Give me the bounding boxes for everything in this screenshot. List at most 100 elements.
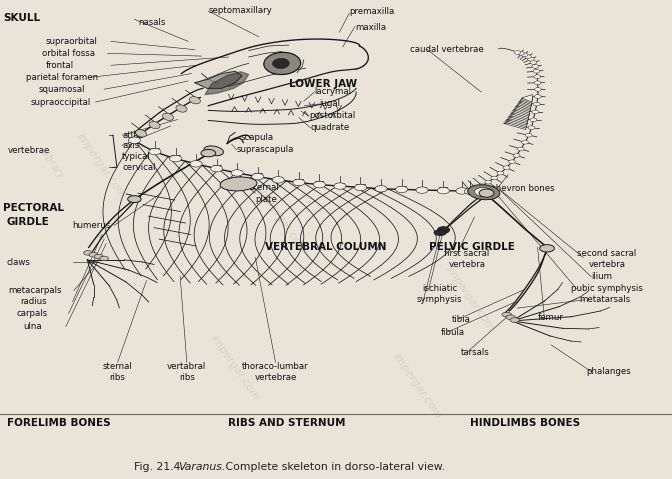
Polygon shape [512, 109, 530, 116]
Ellipse shape [540, 245, 554, 252]
Polygon shape [520, 97, 532, 105]
Text: sternal: sternal [250, 183, 280, 192]
Polygon shape [514, 106, 531, 113]
Ellipse shape [210, 165, 222, 172]
Text: thoraco-lumbar: thoraco-lumbar [242, 363, 309, 371]
Text: jugal: jugal [319, 100, 340, 108]
Text: GIRDLE: GIRDLE [7, 217, 50, 227]
Text: parietal foramen: parietal foramen [26, 73, 97, 82]
Text: lacrymal: lacrymal [314, 88, 351, 96]
Text: phalanges: phalanges [586, 367, 631, 376]
Polygon shape [511, 110, 530, 118]
Ellipse shape [128, 195, 141, 203]
Polygon shape [205, 72, 249, 95]
Polygon shape [521, 95, 532, 102]
Ellipse shape [502, 312, 511, 317]
Text: ulna: ulna [24, 322, 42, 331]
Text: supraoccipital: supraoccipital [30, 98, 91, 107]
Ellipse shape [437, 187, 450, 194]
Text: ilium: ilium [591, 273, 612, 281]
Text: second sacral: second sacral [577, 250, 636, 258]
Ellipse shape [128, 137, 140, 144]
Ellipse shape [532, 110, 538, 114]
Ellipse shape [526, 133, 532, 137]
Ellipse shape [497, 171, 504, 175]
Ellipse shape [525, 55, 532, 58]
Text: vertebra: vertebra [589, 261, 626, 269]
Text: nasals: nasals [138, 19, 165, 27]
Ellipse shape [534, 75, 540, 79]
Text: fibula: fibula [441, 328, 465, 337]
Text: quadrate: quadrate [310, 123, 349, 132]
Ellipse shape [273, 58, 289, 68]
Text: frontal: frontal [46, 61, 74, 70]
Ellipse shape [163, 113, 173, 120]
Text: axis: axis [122, 141, 140, 150]
Polygon shape [503, 122, 528, 129]
Text: HINDLIMBS BONES: HINDLIMBS BONES [470, 418, 581, 428]
Text: postorbital: postorbital [309, 112, 355, 120]
Ellipse shape [293, 179, 305, 186]
Text: humerus: humerus [73, 221, 111, 230]
Ellipse shape [503, 166, 510, 170]
Text: impergar.com: impergar.com [75, 131, 127, 200]
Text: pubic symphysis: pubic symphysis [571, 284, 643, 293]
Polygon shape [508, 115, 529, 122]
Text: first sacral: first sacral [444, 250, 489, 258]
Polygon shape [507, 116, 529, 124]
Ellipse shape [190, 97, 200, 104]
Ellipse shape [491, 176, 497, 180]
Text: carpals: carpals [17, 309, 48, 318]
Polygon shape [517, 102, 532, 109]
Ellipse shape [176, 105, 187, 112]
Text: radius: radius [20, 297, 47, 306]
Ellipse shape [99, 256, 108, 261]
Ellipse shape [530, 118, 537, 122]
Ellipse shape [467, 190, 474, 193]
Text: PELVIC GIRDLE: PELVIC GIRDLE [429, 242, 515, 252]
Text: vertabral: vertabral [167, 363, 206, 371]
Text: supraorbital: supraorbital [46, 37, 97, 46]
Text: metacarpals: metacarpals [8, 286, 62, 295]
Ellipse shape [514, 51, 521, 54]
Text: SKULL: SKULL [3, 13, 40, 23]
Text: tarsals: tarsals [460, 348, 489, 357]
Ellipse shape [95, 254, 103, 259]
Ellipse shape [474, 188, 493, 197]
Text: claws: claws [7, 258, 31, 267]
Ellipse shape [510, 318, 519, 322]
Ellipse shape [169, 155, 181, 162]
Ellipse shape [479, 184, 486, 187]
Ellipse shape [190, 160, 202, 167]
Ellipse shape [534, 81, 541, 85]
Polygon shape [195, 71, 242, 88]
Text: tibia: tibia [452, 315, 470, 324]
Ellipse shape [136, 130, 146, 137]
Polygon shape [518, 100, 532, 107]
Text: squamosal: squamosal [39, 85, 85, 94]
Text: impergar.com: impergar.com [209, 333, 261, 402]
Text: library.: library. [40, 149, 68, 182]
Ellipse shape [528, 57, 534, 61]
Text: Varanus.: Varanus. [178, 462, 225, 472]
Ellipse shape [485, 180, 492, 184]
Text: caudal vertebrae: caudal vertebrae [410, 45, 484, 54]
Ellipse shape [517, 52, 524, 55]
Polygon shape [519, 99, 532, 106]
Ellipse shape [532, 65, 539, 68]
Ellipse shape [464, 188, 476, 194]
Text: plate: plate [255, 195, 278, 204]
Text: typical: typical [122, 152, 151, 161]
Text: impergar.com: impergar.com [256, 186, 308, 255]
Ellipse shape [84, 251, 93, 255]
Text: scapula: scapula [241, 134, 274, 142]
Text: suprascapula: suprascapula [237, 146, 294, 154]
Ellipse shape [506, 315, 515, 319]
Ellipse shape [434, 230, 446, 236]
Ellipse shape [220, 177, 257, 191]
Ellipse shape [528, 126, 535, 129]
Text: septomaxillary: septomaxillary [208, 6, 272, 15]
Text: PECTORAL: PECTORAL [3, 203, 65, 213]
Text: vertebrae: vertebrae [8, 146, 50, 155]
Ellipse shape [479, 189, 494, 197]
